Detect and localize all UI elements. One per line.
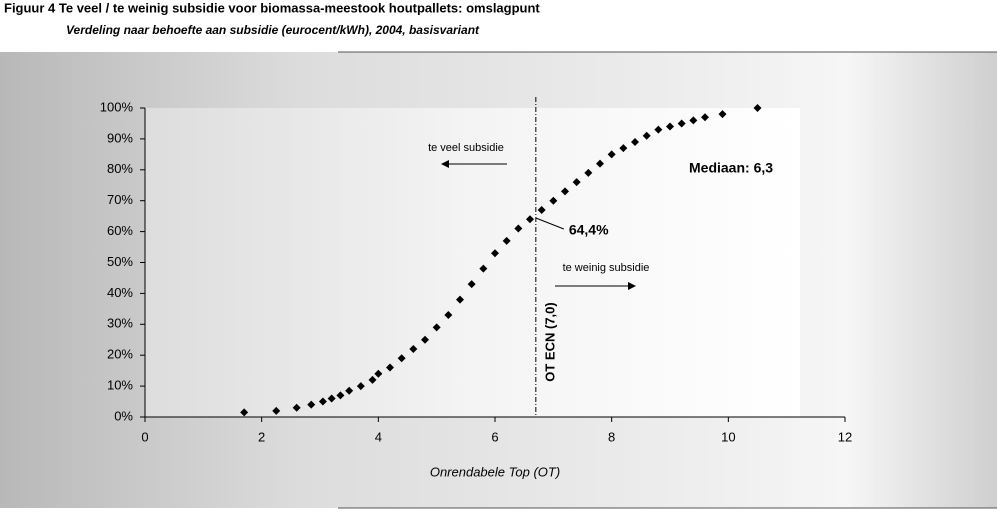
x-tick-label: 4 — [375, 429, 382, 444]
annotation: te weinig subsidie — [563, 262, 650, 274]
x-tick-label: 0 — [141, 429, 148, 444]
data-point — [356, 382, 365, 391]
y-tick-label: 90% — [107, 130, 133, 145]
arrow-head — [441, 160, 449, 168]
data-point — [753, 104, 762, 112]
x-tick-label: 8 — [608, 429, 615, 444]
data-point — [272, 406, 281, 415]
data-point — [596, 159, 604, 168]
x-axis-label: Onrendabele Top (OT) — [430, 464, 560, 479]
median-label: Mediaan: 6,3 — [689, 160, 773, 176]
x-tick-label: 12 — [838, 429, 852, 444]
data-point — [654, 125, 663, 134]
data-point — [584, 168, 593, 177]
data-point — [409, 345, 418, 354]
annotation: te veel subsidie — [428, 142, 504, 154]
data-point — [336, 391, 345, 400]
crossing-label: 64,4% — [569, 222, 609, 238]
data-point — [432, 323, 441, 332]
data-point — [642, 131, 651, 140]
data-point — [561, 187, 569, 196]
data-point — [718, 110, 727, 119]
plot-area — [145, 108, 800, 417]
x-tick-label: 6 — [491, 429, 498, 444]
data-point — [467, 280, 476, 289]
y-tick-label: 40% — [107, 285, 133, 300]
data-point — [666, 122, 674, 131]
leader-line — [535, 217, 565, 230]
data-point — [421, 335, 429, 344]
data-point — [607, 150, 616, 159]
data-point — [491, 249, 499, 258]
x-tick-label: 2 — [258, 429, 265, 444]
y-tick-label: 80% — [107, 161, 133, 176]
data-point — [619, 144, 628, 153]
data-point — [502, 236, 511, 245]
data-point — [526, 215, 534, 224]
data-point — [240, 408, 249, 417]
data-point — [307, 400, 316, 409]
arrow-head — [628, 282, 636, 290]
data-point — [386, 363, 394, 372]
data-point — [479, 264, 488, 273]
data-point — [514, 224, 523, 233]
y-tick-label: 0% — [114, 408, 133, 423]
chart-title: Figuur 4 Te veel / te weinig subsidie vo… — [4, 0, 540, 15]
data-point — [537, 205, 546, 214]
chart-subtitle: Verdeling naar behoefte aan subsidie (eu… — [66, 23, 480, 37]
data-point — [444, 311, 453, 320]
data-point — [368, 375, 377, 384]
y-tick-label: 30% — [107, 316, 133, 331]
x-tick-label: 10 — [721, 429, 735, 444]
data-point — [318, 397, 327, 406]
data-point — [374, 369, 383, 378]
data-point — [292, 403, 301, 412]
data-point — [549, 196, 558, 205]
data-point — [345, 386, 354, 395]
data-point — [701, 113, 709, 122]
y-tick-label: 100% — [100, 99, 134, 114]
data-point — [327, 394, 336, 403]
y-tick-label: 10% — [107, 378, 133, 393]
y-tick-label: 70% — [107, 192, 133, 207]
data-point — [397, 354, 406, 363]
data-point — [677, 119, 686, 128]
y-tick-label: 60% — [107, 223, 133, 238]
data-point — [572, 178, 581, 187]
data-point — [631, 137, 639, 146]
data-point — [689, 116, 698, 125]
reference-label: OT ECN (7,0) — [542, 302, 557, 381]
y-tick-label: 50% — [107, 254, 133, 269]
data-point — [456, 295, 464, 304]
y-tick-label: 20% — [107, 347, 133, 362]
